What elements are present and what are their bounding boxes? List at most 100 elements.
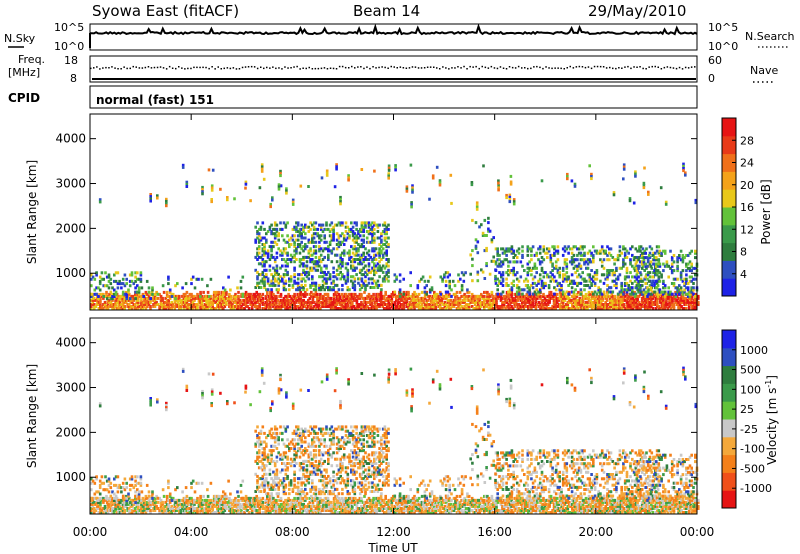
power-cell xyxy=(96,300,99,304)
power-cell xyxy=(657,296,661,300)
power-cell xyxy=(229,307,233,310)
nave-dot xyxy=(587,66,590,68)
power-cell xyxy=(417,300,421,304)
power-cell xyxy=(249,303,252,306)
power-cell xyxy=(323,281,326,285)
power-cell xyxy=(268,245,272,249)
power-cell xyxy=(249,292,252,296)
power-cell xyxy=(288,303,292,306)
power-cell xyxy=(320,300,324,304)
power-cell xyxy=(599,292,602,296)
power-cell xyxy=(428,290,432,294)
power-cell xyxy=(592,305,595,308)
power-cell xyxy=(431,174,435,178)
power-cell xyxy=(123,307,126,310)
power-cell xyxy=(554,249,558,253)
power-cell xyxy=(628,300,632,304)
power-cell xyxy=(478,298,482,302)
power-cell xyxy=(500,275,503,279)
power-cell xyxy=(619,300,623,304)
power-cell xyxy=(293,292,296,296)
power-cell xyxy=(117,307,120,310)
velocity-cell xyxy=(111,511,114,514)
power-cell xyxy=(428,296,431,300)
power-cell xyxy=(496,264,499,268)
power-cell xyxy=(302,294,305,298)
power-cell xyxy=(448,307,451,310)
power-cell xyxy=(637,303,641,306)
power-cell xyxy=(404,292,407,296)
power-cell xyxy=(117,303,120,306)
power-cell xyxy=(599,294,603,298)
power-cell xyxy=(291,202,295,206)
power-cell xyxy=(396,307,400,310)
power-cell xyxy=(118,307,122,310)
power-cell xyxy=(378,283,381,287)
power-cell xyxy=(433,303,436,306)
power-cell xyxy=(261,253,265,257)
power-cell xyxy=(350,275,353,279)
power-cell xyxy=(355,300,359,304)
power-cell xyxy=(387,227,390,231)
power-cell xyxy=(316,262,319,266)
power-cell xyxy=(624,307,627,310)
nave-dot xyxy=(266,66,268,69)
power-cell xyxy=(223,298,227,302)
power-cell xyxy=(185,180,189,184)
power-cell xyxy=(662,300,665,304)
power-cell xyxy=(464,271,467,275)
power-cell xyxy=(436,300,439,304)
nave-dot xyxy=(499,66,502,68)
power-cell xyxy=(604,303,607,306)
power-cell xyxy=(264,305,268,308)
power-cell xyxy=(125,277,128,281)
power-cell xyxy=(173,305,177,308)
velocity-cell xyxy=(134,511,137,514)
power-cell xyxy=(161,305,164,308)
power-cell xyxy=(592,292,595,296)
power-cell xyxy=(524,303,527,306)
power-cell xyxy=(586,296,589,300)
power-cell xyxy=(376,303,380,306)
power-cell xyxy=(373,258,376,261)
power-cell xyxy=(566,307,570,310)
power-cell xyxy=(692,292,695,296)
power-cell xyxy=(358,292,362,296)
power-cell xyxy=(355,238,358,242)
power-cell xyxy=(489,307,492,310)
power-cell xyxy=(288,307,292,310)
power-cell xyxy=(351,305,354,308)
power-cell xyxy=(268,268,272,272)
power-cell xyxy=(563,292,567,296)
power-cell xyxy=(296,298,299,302)
power-cell xyxy=(360,286,364,289)
power-cell xyxy=(576,269,579,272)
power-cell xyxy=(241,295,245,298)
power-cell xyxy=(279,266,282,270)
power-cell xyxy=(515,256,519,259)
power-cell xyxy=(505,294,509,298)
power-cell xyxy=(298,288,302,292)
power-cell xyxy=(560,298,563,302)
power-cell xyxy=(340,292,343,296)
power-cell xyxy=(565,279,569,283)
power-cell xyxy=(563,298,567,302)
power-cell xyxy=(281,227,284,231)
power-cell xyxy=(558,273,561,277)
power-cell xyxy=(149,298,152,302)
power-cell xyxy=(159,305,163,308)
power-cell xyxy=(344,281,348,285)
power-cell xyxy=(431,300,434,304)
power-cell xyxy=(170,307,173,310)
nave-dot xyxy=(162,67,165,69)
power-cell xyxy=(480,294,483,298)
power-cell xyxy=(305,307,309,310)
power-cell xyxy=(318,258,321,261)
power-cell xyxy=(311,234,314,238)
power-cell xyxy=(320,305,324,308)
nave-dot xyxy=(436,67,438,69)
power-cell xyxy=(457,273,460,277)
power-cell xyxy=(433,307,436,310)
power-cell xyxy=(449,298,453,302)
power-cell xyxy=(382,307,386,310)
